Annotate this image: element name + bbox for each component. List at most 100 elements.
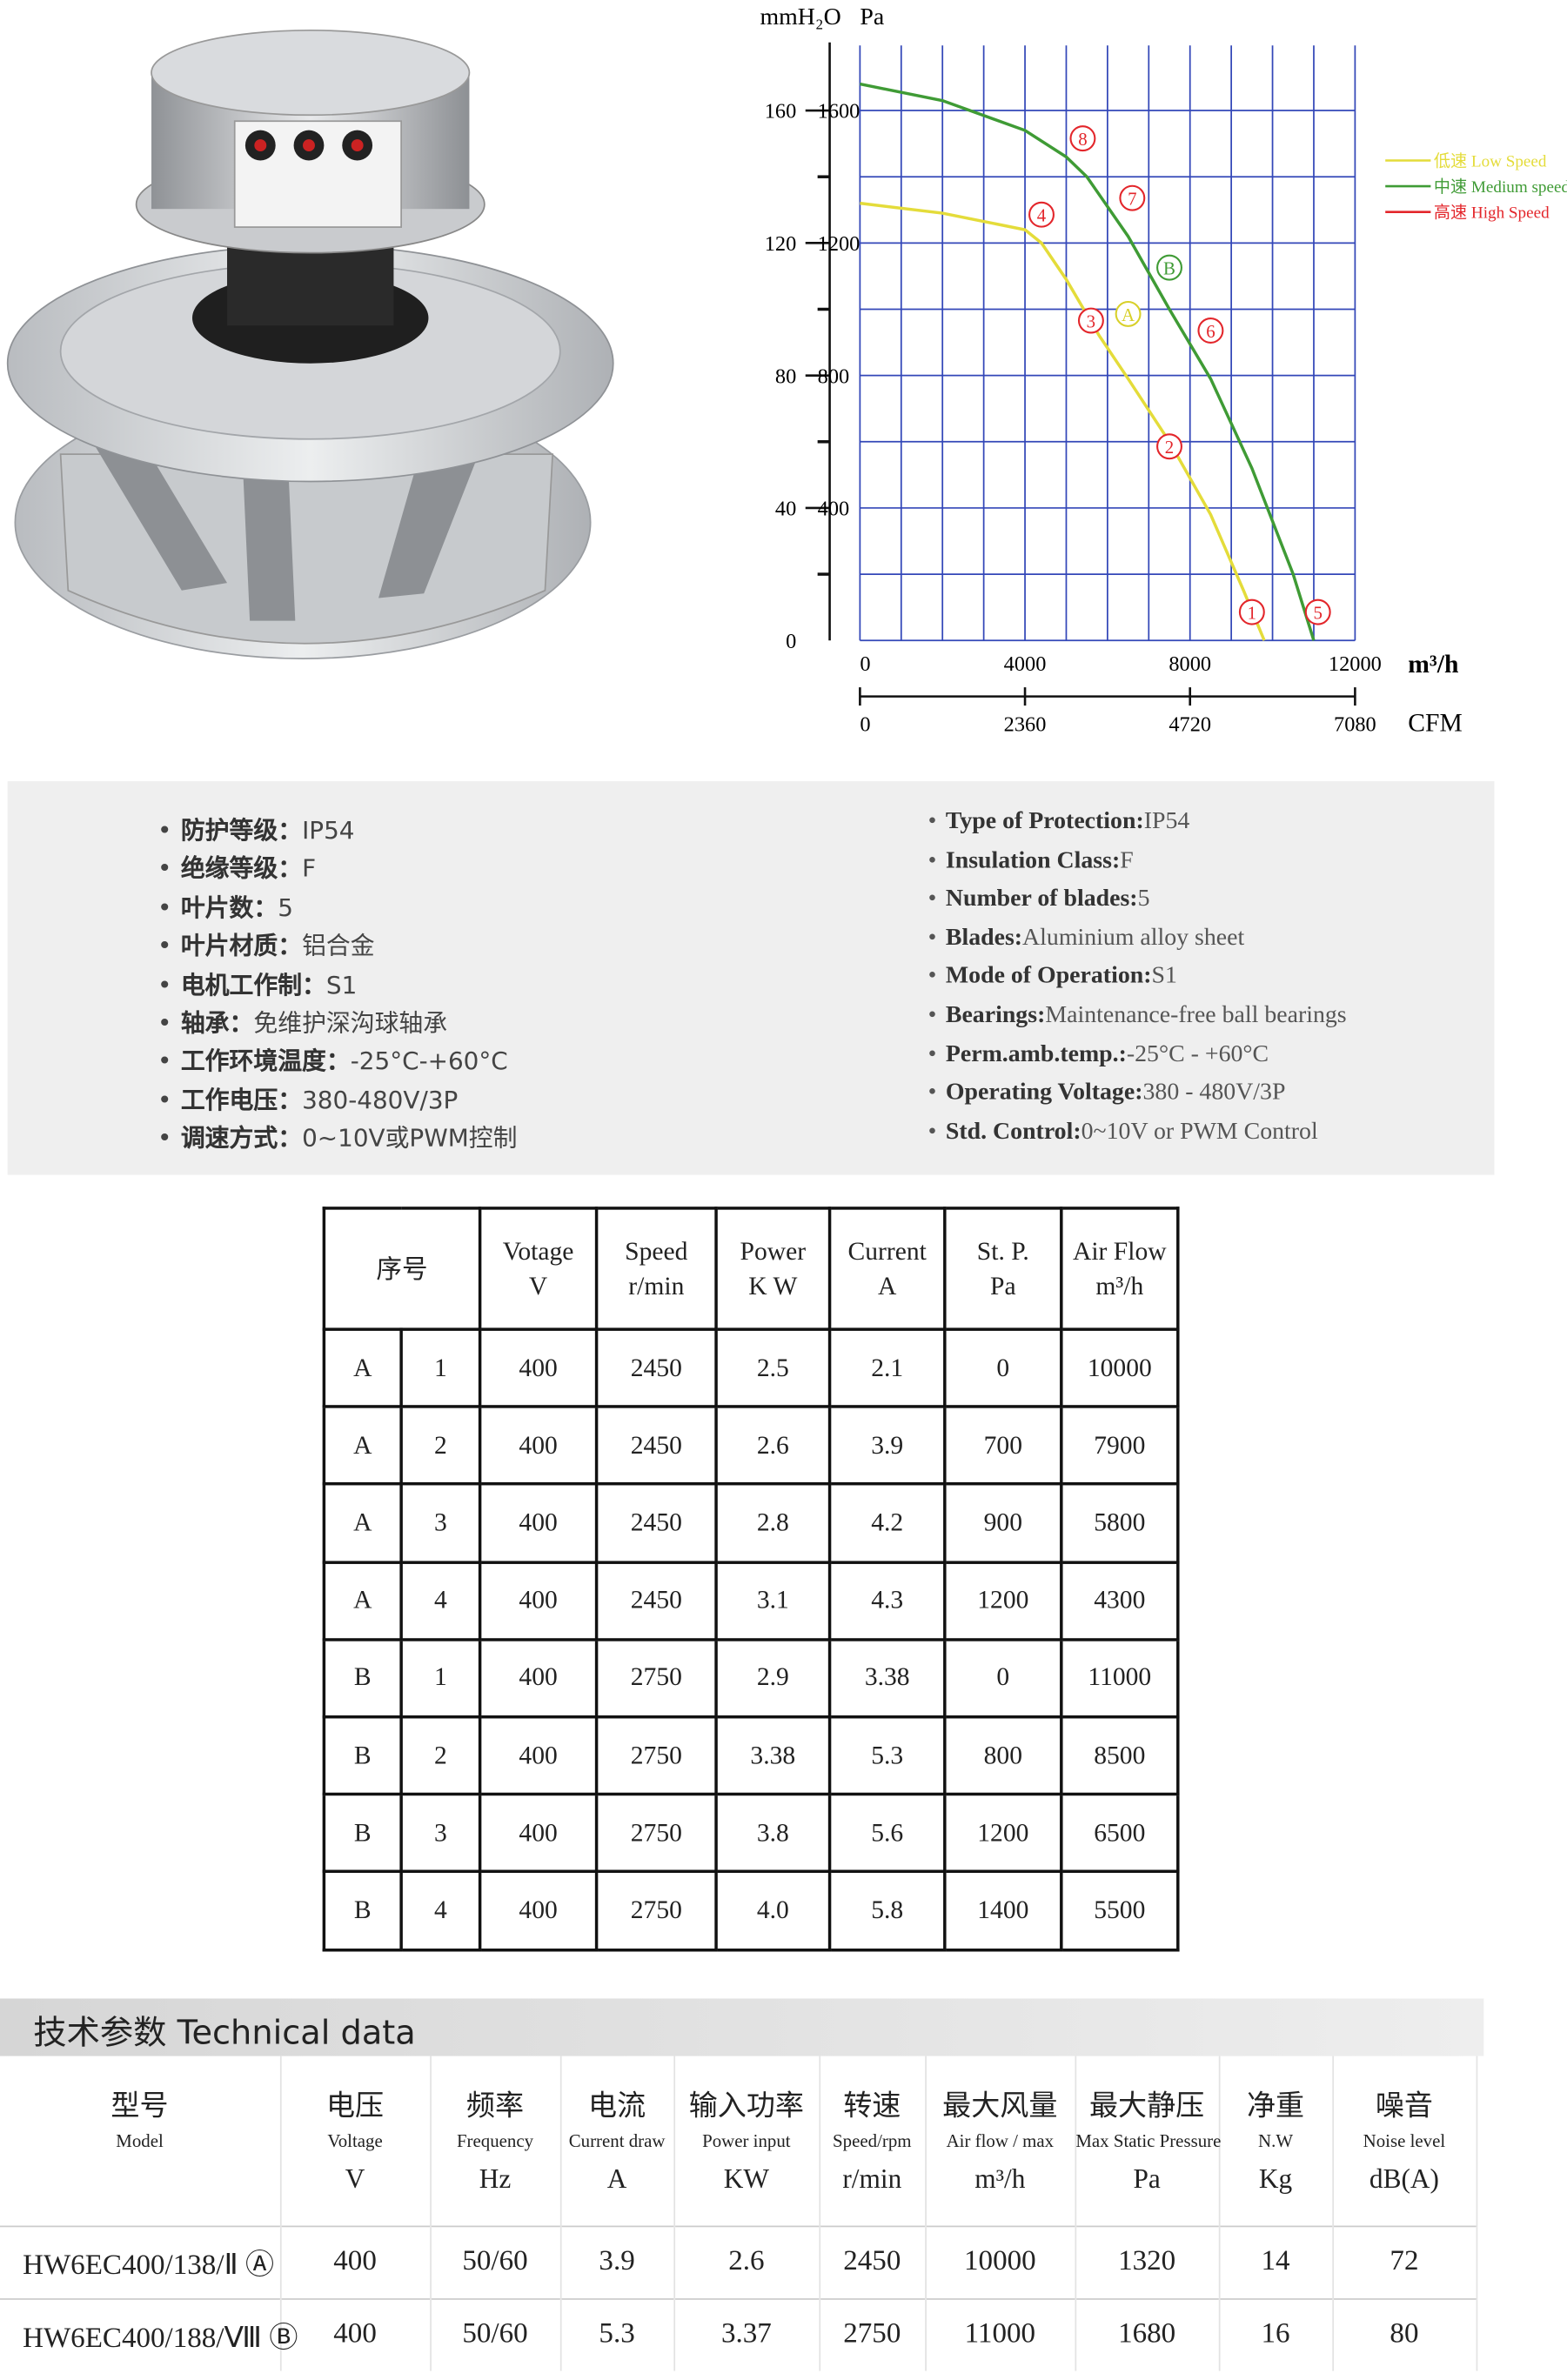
x-tick-label: 8000: [1169, 652, 1211, 676]
header-text: 序号: [376, 1254, 428, 1284]
header-cn: 输入功率: [688, 2089, 804, 2123]
spec-item: • Type of Protection:IP54: [928, 808, 1190, 835]
spec-value: 5: [1137, 886, 1150, 913]
cell: 2750: [594, 1637, 718, 1719]
curve: [860, 201, 1266, 641]
header-cn: 净重: [1246, 2089, 1305, 2123]
bullet: •: [157, 892, 172, 922]
spec-item: • Perm.amb.temp.:-25°C - +60°C: [928, 1041, 1269, 1068]
bullet: •: [157, 1085, 172, 1114]
spec-value: 380 - 480V/3P: [1142, 1080, 1286, 1106]
cell: 1: [399, 1637, 482, 1719]
x2-tick-label: 7080: [1334, 713, 1376, 737]
cell: 400: [478, 1715, 599, 1796]
header-cell: Power K W: [714, 1207, 832, 1331]
bullet: •: [157, 854, 172, 884]
header-cn: 电压: [325, 2089, 385, 2123]
spec-item: • Bearings:Maintenance-free ball bearings: [928, 1002, 1347, 1029]
spec-value: F: [1120, 846, 1134, 873]
bullet: •: [157, 1008, 172, 1038]
header-unit: r/min: [842, 2163, 902, 2194]
cell: 5800: [1060, 1482, 1180, 1564]
cell: 5.8: [827, 1870, 947, 1951]
spec-value: IP54: [1143, 808, 1190, 835]
bullet: •: [927, 1080, 937, 1106]
header-cn: 电流: [588, 2089, 646, 2123]
bullet: •: [157, 969, 172, 999]
legend-label: 高速 High Speed: [1434, 204, 1550, 223]
x-tick-label: 12000: [1329, 652, 1382, 676]
spec-label: Bearings:: [945, 1002, 1046, 1028]
cell: 50/60: [430, 2297, 561, 2370]
spec-item: • 轴承：免维护深沟球轴承: [157, 1002, 447, 1039]
cell: HW6EC400/138/Ⅱ Ⓐ: [0, 2224, 281, 2299]
point-marker: [1238, 598, 1265, 625]
cell: 11000: [1060, 1637, 1180, 1719]
header-text: r/min: [628, 1272, 685, 1301]
point-marker: [1156, 254, 1182, 281]
spec-item: • 调速方式：0~10V或PWM控制: [157, 1118, 517, 1154]
cell: 400: [478, 1870, 599, 1951]
row: B 4 400 2750 4.0 5.8 1400 5500: [322, 1870, 1180, 1951]
spec-value: 5: [278, 892, 293, 922]
spec-item: • Std. Control:0~10V or PWM Control: [928, 1119, 1318, 1146]
row: A 1 400 2450 2.5 2.1 0 10000: [322, 1327, 1180, 1408]
row: B 1 400 2750 2.9 3.38 0 11000: [322, 1637, 1180, 1719]
header-cell: 电流 Current draw A: [559, 2056, 675, 2226]
header-text: Air Flow: [1072, 1236, 1167, 1267]
spec-label: Operating Voltage:: [945, 1080, 1143, 1106]
cell: 80: [1332, 2297, 1477, 2370]
spec-label: Perm.amb.temp.:: [945, 1040, 1127, 1067]
header-cn: 频率: [465, 2089, 525, 2123]
header-cell: 频率 Frequency Hz: [430, 2056, 561, 2226]
header-text: A: [878, 1272, 897, 1301]
y-tick-label-mm: 80: [775, 364, 796, 388]
header-unit: Hz: [479, 2163, 512, 2194]
cell: 400: [279, 2297, 432, 2370]
cell: 1400: [943, 1870, 1063, 1951]
header-cell: 输入功率 Power input KW: [673, 2056, 820, 2226]
cell: 5.3: [559, 2297, 675, 2370]
header-text: K W: [748, 1272, 798, 1301]
y-tick-label: 800: [818, 364, 850, 388]
point-marker: [1304, 598, 1331, 625]
header-cell: Votage V: [478, 1207, 599, 1331]
header-en: Noise level: [1363, 2129, 1446, 2152]
cell: 400: [478, 1405, 599, 1487]
cell: A: [322, 1405, 403, 1487]
cell: 7900: [1060, 1405, 1180, 1487]
spec-label: Type of Protection:: [945, 808, 1144, 835]
cell: 3.8: [714, 1792, 832, 1874]
cell: 400: [478, 1560, 599, 1641]
header-text: Pa: [990, 1272, 1016, 1301]
cell: 2: [399, 1405, 482, 1487]
cell: 10000: [1060, 1327, 1180, 1408]
header-en: Air flow / max: [946, 2129, 1055, 2152]
cell: 3.37: [673, 2297, 820, 2370]
header-cell: Speed r/min: [594, 1207, 718, 1331]
header-cn: 转速: [843, 2089, 901, 2123]
header-unit: dB(A): [1369, 2163, 1439, 2194]
x-tick-label: 4000: [1004, 652, 1047, 676]
bullet: •: [157, 816, 172, 846]
cell: 3.1: [714, 1560, 832, 1641]
cell: 2450: [819, 2224, 927, 2299]
spec-value: 0~10V or PWM Control: [1081, 1118, 1318, 1145]
cell: 2450: [594, 1482, 718, 1564]
cell: 4.2: [827, 1482, 947, 1564]
spec-label: 防护等级：: [180, 816, 303, 846]
spec-value: -25°C - +60°C: [1126, 1040, 1269, 1067]
spec-item: • 防护等级：IP54: [157, 810, 355, 846]
bullet: •: [927, 963, 937, 990]
header-en: Voltage: [327, 2129, 383, 2152]
bullet: •: [157, 931, 172, 960]
point-marker: [1028, 201, 1055, 228]
cell: 72: [1332, 2224, 1477, 2299]
point-label: 6: [1206, 321, 1215, 342]
header-unit: Pa: [1133, 2163, 1161, 2194]
header-en: Model: [116, 2129, 164, 2152]
bullet: •: [927, 1118, 937, 1145]
cell: 4: [399, 1560, 482, 1641]
